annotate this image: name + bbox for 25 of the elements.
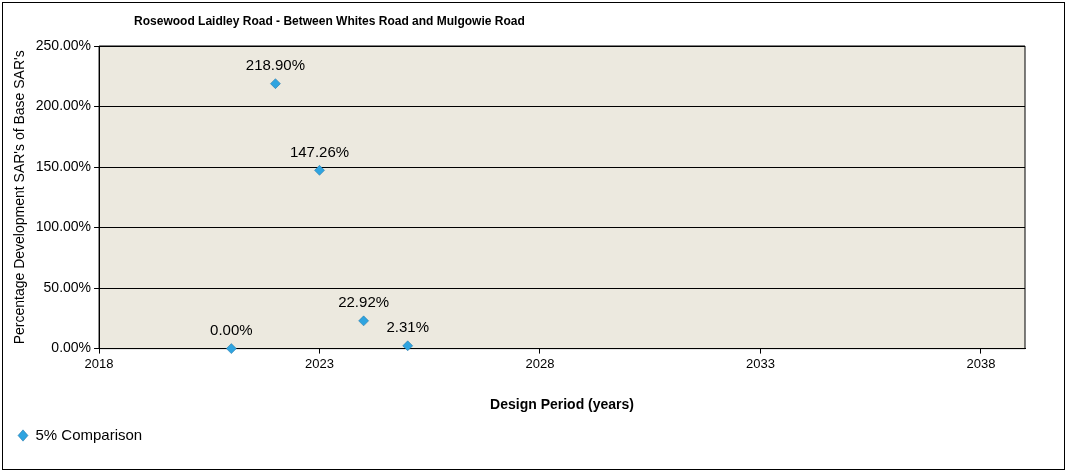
point <box>226 343 237 354</box>
point <box>358 315 369 327</box>
x-tick-label: 2033 <box>745 355 775 371</box>
y-tick-label: 0.00% <box>51 339 92 356</box>
point <box>402 340 413 352</box>
y-tick-label: 50.00% <box>43 278 92 295</box>
x-tick-label: 2018 <box>84 355 114 371</box>
data-label: 0.00% <box>210 321 253 339</box>
x-tick-label: 2023 <box>305 355 334 371</box>
y-tick-label: 100.00% <box>35 218 92 235</box>
chart-title: Rosewood Laidley Road - Between Whites Road and Mulgowie Road <box>134 14 525 29</box>
y-axis-title: Percentage Development SAR's of Base SAR's <box>11 50 28 345</box>
data-label: 22.92% <box>338 293 390 311</box>
x-tick-label: 2028 <box>525 355 555 371</box>
data-label: 2.31% <box>386 318 429 336</box>
data-label: 147.26% <box>289 143 350 160</box>
y-tick-label: 150.00% <box>35 157 92 174</box>
y-tick-label: 200.00% <box>35 97 92 114</box>
legend-label: 5% Comparison <box>35 425 143 443</box>
x-tick-label: 2038 <box>966 355 996 371</box>
data-label: 218.90% <box>245 56 306 74</box>
x-axis-title: Design Period (years) <box>490 396 634 413</box>
y-tick-label: 250.00% <box>35 36 92 53</box>
point <box>270 78 281 89</box>
point <box>314 165 325 176</box>
